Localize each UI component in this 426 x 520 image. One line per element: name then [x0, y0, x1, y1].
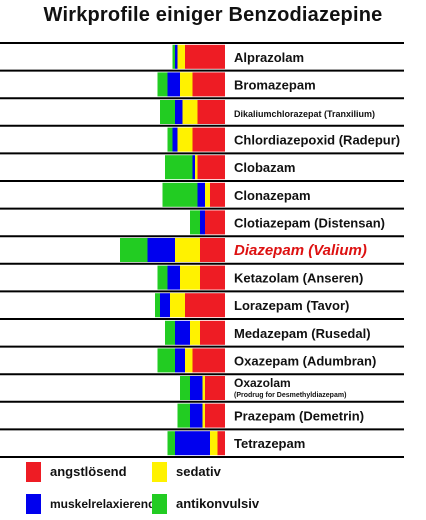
- category-label: Clotiazepam (Distensan): [234, 215, 385, 230]
- bar-segment-angstl-send: [200, 265, 225, 290]
- bar-segment-muskelrelaxierend: [175, 431, 210, 456]
- bar-segment-muskelrelaxierend: [167, 72, 180, 97]
- bar-segment-angstl-send: [185, 44, 225, 69]
- bar-segment-sedativ: [180, 72, 193, 97]
- category-label: Chlordiazepoxid (Radepur): [234, 133, 400, 148]
- bar-segment-sedativ: [205, 182, 210, 207]
- category-label: Medazepam (Rusedal): [234, 326, 371, 341]
- chart-title: Wirkprofile einiger Benzodiazepine: [43, 4, 383, 26]
- legend-label: antikonvulsiv: [176, 496, 260, 511]
- bar-segment-muskelrelaxierend: [172, 127, 178, 152]
- bar-segment-muskelrelaxierend: [200, 210, 205, 235]
- category-label: Clobazam: [234, 160, 295, 175]
- bar-segment-muskelrelaxierend: [192, 155, 195, 180]
- bar-segment-sedativ: [190, 320, 200, 345]
- bar-segment-antikonvulsiv: [157, 348, 175, 373]
- bar-segment-antikonvulsiv: [177, 403, 190, 428]
- category-label: Dikaliumchlorazepat (Tranxilium): [234, 109, 375, 119]
- bar-segment-antikonvulsiv: [157, 265, 168, 290]
- legend-swatch-green: [152, 494, 167, 514]
- bar-segment-antikonvulsiv: [165, 155, 193, 180]
- category-label: Lorazepam (Tavor): [234, 298, 349, 313]
- bar-segment-antikonvulsiv: [167, 127, 173, 152]
- bar-segment-sedativ: [180, 265, 200, 290]
- bar-segment-sedativ: [170, 293, 185, 318]
- bar-segment-angstl-send: [200, 238, 225, 262]
- bar-segment-muskelrelaxierend: [197, 182, 205, 207]
- bar-segment-angstl-send: [192, 348, 225, 373]
- bar-segment-muskelrelaxierend: [160, 293, 170, 318]
- bar-segment-sedativ: [175, 238, 200, 262]
- bar-segment-angstl-send: [205, 403, 225, 428]
- bar-segment-sedativ: [177, 44, 185, 69]
- bar-segment-sedativ: [202, 376, 205, 400]
- category-note: (Prodrug for Desmethyldiazepam): [234, 392, 346, 399]
- category-label: Tetrazepam: [234, 436, 305, 451]
- bar-segment-antikonvulsiv: [160, 100, 175, 124]
- bar-segment-sedativ: [210, 431, 218, 456]
- legend-swatch-red: [26, 462, 41, 482]
- bar-segment-muskelrelaxierend: [190, 376, 203, 400]
- bar-segment-angstl-send: [197, 100, 225, 124]
- bar-segment-angstl-send: [197, 155, 225, 180]
- category-label: Oxazolam: [234, 376, 291, 390]
- legend-label: muskelrelaxierend: [50, 497, 156, 511]
- bar-segment-sedativ: [202, 403, 205, 428]
- bar-segment-angstl-send: [217, 431, 225, 456]
- legend-label: sedativ: [176, 464, 221, 479]
- category-label: Prazepam (Demetrin): [234, 409, 364, 424]
- bar-segment-antikonvulsiv: [120, 238, 148, 262]
- bar-segment-muskelrelaxierend: [167, 265, 180, 290]
- bar-segment-muskelrelaxierend: [175, 100, 183, 124]
- bar-segment-sedativ: [182, 100, 198, 124]
- bar-segment-angstl-send: [185, 293, 225, 318]
- bar-segment-muskelrelaxierend: [175, 44, 178, 69]
- category-label: Clonazepam: [234, 188, 311, 203]
- legend-swatch-yellow: [152, 462, 167, 482]
- bar-segment-angstl-send: [192, 127, 225, 152]
- bar-segment-sedativ: [185, 348, 193, 373]
- bar-segment-angstl-send: [205, 210, 225, 235]
- bar-segment-angstl-send: [210, 182, 225, 207]
- bar-segment-antikonvulsiv: [172, 44, 175, 69]
- bar-segment-antikonvulsiv: [167, 431, 175, 456]
- category-label: Bromazepam: [234, 77, 316, 92]
- category-label: Oxazepam (Adumbran): [234, 353, 376, 368]
- bar-segment-angstl-send: [205, 376, 225, 400]
- category-label-highlight: Diazepam (Valium): [234, 242, 367, 259]
- bar-segment-muskelrelaxierend: [190, 403, 203, 428]
- legend-swatch-blue: [26, 494, 41, 514]
- bar-segment-angstl-send: [200, 320, 225, 345]
- bar-segment-antikonvulsiv: [162, 182, 198, 207]
- bar-segment-muskelrelaxierend: [147, 238, 175, 262]
- bar-segment-antikonvulsiv: [180, 376, 190, 400]
- bar-segment-angstl-send: [192, 72, 225, 97]
- bar-segment-antikonvulsiv: [190, 210, 200, 235]
- bar-segment-sedativ: [195, 155, 198, 180]
- bar-segment-muskelrelaxierend: [175, 348, 185, 373]
- bar-segment-sedativ: [177, 127, 193, 152]
- bar-segment-antikonvulsiv: [157, 72, 168, 97]
- category-label: Alprazolam: [234, 50, 304, 65]
- bar-segment-antikonvulsiv: [165, 320, 175, 345]
- legend-label: angstlösend: [50, 464, 127, 479]
- bar-segment-antikonvulsiv: [155, 293, 160, 318]
- bar-segment-muskelrelaxierend: [175, 320, 190, 345]
- category-label: Ketazolam (Anseren): [234, 271, 363, 286]
